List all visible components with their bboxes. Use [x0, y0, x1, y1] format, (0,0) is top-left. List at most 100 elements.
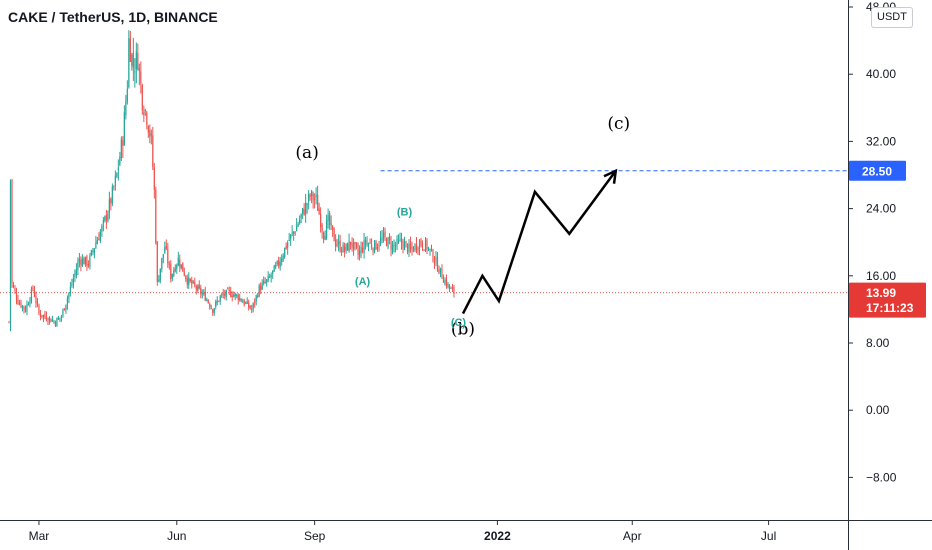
candlestick-series: [8, 30, 455, 332]
candle-body: [194, 282, 196, 286]
candle-body: [400, 238, 403, 243]
candle-body: [96, 240, 98, 245]
candle-body: [89, 255, 91, 267]
candle-body: [90, 250, 92, 256]
candle-body: [183, 271, 185, 276]
candle-body: [83, 258, 85, 265]
candle-body: [269, 276, 271, 278]
time-tick-label: 2022: [484, 529, 511, 543]
candle-body: [335, 239, 337, 247]
candle-body: [152, 135, 154, 168]
candle-body: [336, 244, 338, 246]
bar-countdown-label: 17:11:23: [866, 301, 914, 315]
candle-body: [438, 269, 440, 274]
candle-body: [408, 243, 410, 252]
candle-body: [227, 288, 229, 290]
candle-body: [297, 224, 299, 226]
candle-body: [150, 133, 152, 136]
candle-body: [442, 279, 445, 283]
candle-body: [352, 241, 355, 250]
candle-body: [421, 243, 424, 249]
candle-body: [317, 194, 319, 211]
candle-body: [11, 180, 13, 284]
candle-body: [35, 295, 37, 303]
candle-body: [327, 214, 329, 221]
candle-body: [93, 248, 95, 253]
candle-body: [447, 283, 449, 287]
currency-unit-button[interactable]: USDT: [871, 7, 913, 28]
candle-body: [414, 244, 416, 251]
candle-body: [212, 309, 214, 313]
candle-body: [126, 88, 128, 102]
candle-body: [9, 180, 12, 323]
candle-body: [381, 237, 383, 240]
candle-body: [84, 256, 86, 265]
candle-body: [257, 295, 259, 297]
candle-body: [338, 241, 340, 245]
candle-body: [332, 225, 334, 230]
candle-body: [225, 289, 227, 298]
candle-body: [8, 321, 10, 323]
time-tick-label: Sep: [304, 529, 326, 543]
candle-body: [138, 68, 140, 71]
candle-body: [290, 234, 292, 240]
candle-body: [409, 243, 412, 249]
candle-body: [209, 303, 211, 308]
target-price-label: 28.50: [862, 164, 892, 178]
candle-body: [123, 112, 125, 146]
candle-body: [397, 240, 400, 242]
candle-body: [44, 313, 46, 317]
candle-body: [74, 273, 76, 277]
candle-body: [215, 301, 217, 307]
candle-body: [364, 239, 367, 244]
candle-body: [403, 242, 406, 251]
candle-body: [131, 54, 133, 66]
candle-body: [176, 265, 178, 270]
candle-body: [177, 257, 179, 266]
candle-body: [47, 321, 49, 323]
candle-body: [32, 287, 34, 289]
candle-body: [197, 285, 199, 292]
candle-body: [391, 244, 394, 252]
candle-body: [412, 247, 415, 252]
candle-body: [293, 231, 295, 234]
current-price-badge: [849, 282, 926, 318]
candle-body: [394, 245, 397, 247]
time-tick-label: Mar: [29, 529, 50, 543]
candle-body: [254, 301, 256, 303]
candle-body: [318, 208, 320, 215]
candle-body: [230, 291, 232, 297]
candle-body: [444, 280, 446, 284]
candle-body: [396, 238, 398, 245]
candle-body: [252, 302, 254, 309]
candle-body: [120, 139, 122, 159]
candle-body: [330, 223, 332, 226]
candle-body: [147, 126, 149, 133]
candle-body: [305, 202, 307, 215]
candle-body: [95, 242, 97, 249]
candle-body: [200, 287, 202, 294]
candle-body: [171, 273, 173, 279]
candle-body: [86, 256, 88, 266]
candle-body: [309, 195, 311, 197]
candle-body: [423, 249, 425, 251]
candle-body: [114, 175, 116, 186]
candle-body: [149, 130, 151, 137]
candle-body: [72, 278, 75, 284]
wave-label: (b): [451, 320, 475, 340]
candle-body: [361, 247, 364, 252]
candle-body: [402, 241, 404, 249]
candle-body: [92, 250, 94, 252]
candle-body: [48, 317, 51, 321]
candle-body: [315, 194, 317, 198]
current-price-label: 13.99: [866, 286, 896, 300]
wave-label: (c): [607, 114, 630, 134]
candle-body: [224, 293, 226, 296]
candle-body: [102, 220, 104, 224]
candle-body: [405, 241, 407, 243]
candle-body: [213, 308, 215, 313]
candle-body: [182, 262, 184, 272]
candle-body: [294, 232, 296, 234]
candle-body: [349, 241, 352, 245]
